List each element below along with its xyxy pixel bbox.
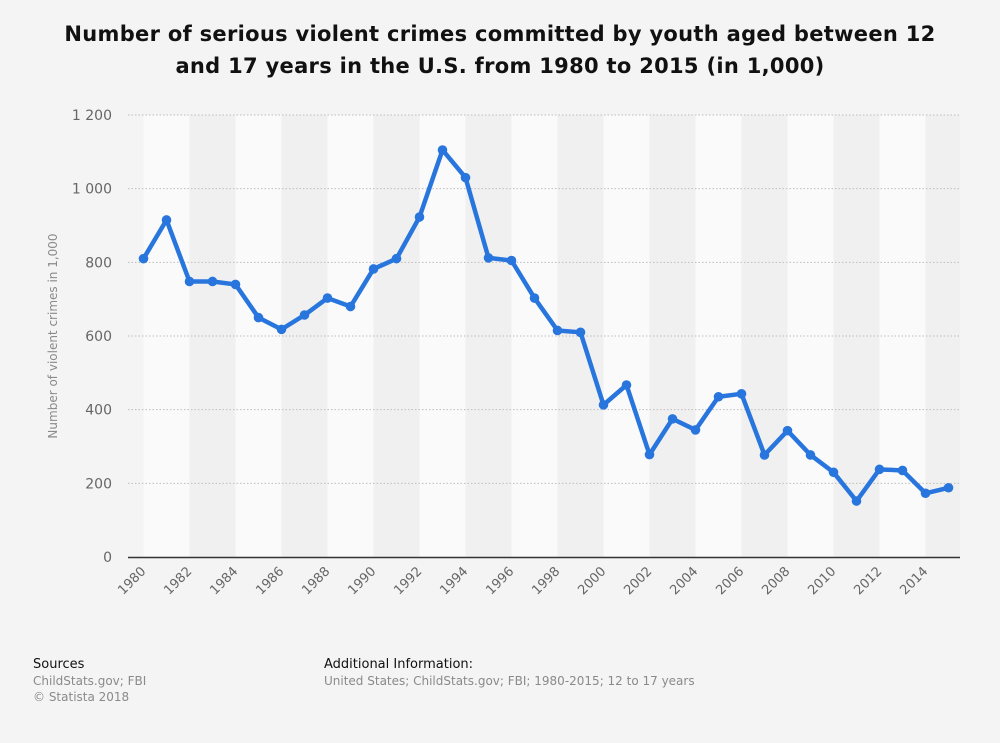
x-tick-label: 1996 [483, 564, 517, 598]
data-point [943, 482, 954, 493]
data-point [276, 324, 287, 335]
data-point [874, 464, 885, 475]
data-point [598, 400, 609, 410]
data-point [759, 450, 770, 460]
data-point [391, 253, 402, 264]
x-tick-label: 2004 [667, 564, 701, 598]
data-point [460, 172, 471, 183]
x-tick-label: 1982 [161, 564, 195, 598]
additional-info-heading: Additional Information: [324, 657, 474, 672]
x-tick-label: 1984 [207, 564, 241, 598]
data-point [644, 449, 655, 460]
data-series [138, 145, 954, 506]
sources-heading: Sources [33, 657, 85, 672]
data-point [575, 327, 586, 338]
y-axis-ticks: 0 200 400 600 800 1 000 1 200 [72, 108, 112, 566]
x-tick-label: 1986 [253, 564, 287, 598]
x-tick-label: 2014 [897, 564, 931, 598]
data-point [828, 467, 839, 478]
data-point [437, 145, 448, 155]
data-point [253, 312, 264, 323]
data-point [161, 215, 172, 225]
x-tick-label: 2000 [575, 564, 609, 598]
x-tick-label: 1980 [115, 564, 149, 598]
x-tick-label: 1990 [345, 564, 379, 598]
data-point [322, 293, 333, 303]
x-tick-label: 2006 [713, 564, 747, 598]
data-point [713, 391, 724, 402]
data-point [782, 425, 793, 436]
x-tick-label: 1992 [391, 564, 425, 598]
data-point [736, 389, 747, 399]
sources-line-2: © Statista 2018 [33, 690, 130, 704]
x-tick-label: 1998 [529, 564, 563, 598]
x-tick-label: 2012 [851, 564, 885, 598]
x-tick-label: 2010 [805, 564, 839, 598]
x-tick-label: 2002 [621, 564, 655, 598]
data-point [299, 310, 310, 320]
data-point [897, 465, 908, 476]
data-point [368, 264, 379, 274]
gridlines [128, 114, 960, 484]
data-point [345, 301, 356, 312]
chart-title: Number of serious violent crimes committ… [64, 22, 936, 78]
x-tick-label: 2008 [759, 564, 793, 598]
y-tick-label: 400 [85, 403, 112, 419]
x-tick-label: 1994 [437, 564, 471, 598]
sources-line-1: ChildStats.gov; FBI [33, 674, 147, 688]
additional-info-text: United States; ChildStats.gov; FBI; 1980… [324, 674, 695, 688]
data-point [851, 496, 862, 506]
data-point [230, 279, 241, 290]
data-point [621, 380, 632, 390]
data-point [483, 253, 494, 263]
y-tick-label: 0 [103, 550, 112, 566]
data-point [552, 325, 563, 336]
data-point [138, 253, 149, 264]
y-tick-label: 800 [85, 255, 112, 271]
data-point [529, 293, 540, 303]
y-axis-label: Number of violent crimes in 1,000 [46, 233, 60, 438]
x-axis-ticks: 1980 1982 1984 1986 1988 1990 1992 1994 1996 1998… [115, 564, 931, 598]
data-point [207, 276, 218, 287]
sources-block: Sources ChildStats.gov; FBI © Statista 2… [33, 657, 146, 705]
data-point [506, 255, 517, 266]
data-point [667, 414, 678, 424]
y-tick-label: 1 200 [72, 108, 112, 124]
additional-info-block: Additional Information: United States; C… [324, 657, 695, 689]
y-tick-label: 600 [85, 329, 112, 345]
x-tick-label: 1988 [299, 564, 333, 598]
y-tick-label: 1 000 [72, 182, 112, 198]
data-point [184, 276, 195, 287]
data-point [414, 212, 425, 222]
y-tick-label: 200 [85, 476, 112, 492]
data-point [805, 450, 816, 460]
data-point [920, 488, 931, 499]
data-point [690, 425, 701, 435]
